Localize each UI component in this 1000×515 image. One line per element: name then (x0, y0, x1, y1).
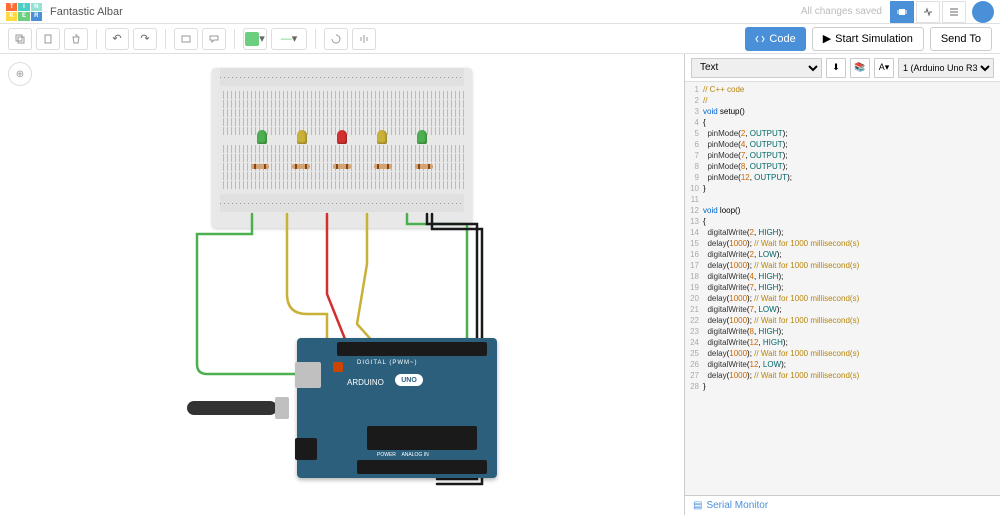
arduino-brand: ARDUINO (347, 378, 384, 387)
note-icon (181, 34, 191, 44)
undo-button[interactable]: ↶ (105, 28, 129, 50)
rotate-icon (331, 34, 341, 44)
save-status: All changes saved (801, 6, 882, 17)
arduino-uno[interactable]: DIGITAL (PWM~) ARDUINO UNO POWER ANALOG … (297, 338, 497, 478)
breadboard[interactable] (212, 68, 472, 228)
copy-button[interactable] (8, 28, 32, 50)
led[interactable] (257, 130, 267, 144)
code-icon (755, 34, 765, 44)
sim-button-label: Start Simulation (835, 33, 913, 45)
trash-icon (71, 34, 81, 44)
circuit-canvas[interactable]: ⊕ DIGITAL (PWM~) (0, 54, 684, 515)
redo-button[interactable]: ↷ (133, 28, 157, 50)
annotate-button[interactable] (174, 28, 198, 50)
mirror-icon (359, 34, 369, 44)
code-button[interactable]: Code (745, 27, 805, 51)
circuit-view-button[interactable] (890, 1, 914, 23)
code-button-label: Code (769, 33, 795, 45)
wire-type-picker[interactable]: — ▾ (271, 28, 307, 50)
schematic-icon (922, 6, 934, 18)
serial-icon: ▤ (693, 500, 702, 511)
code-mode-select[interactable]: Text (691, 58, 822, 78)
resistor[interactable] (374, 164, 392, 169)
device-select[interactable]: 1 (Arduino Uno R3) (898, 58, 994, 78)
code-panel: Text ⬇ 📚 A▾ 1 (Arduino Uno R3) 1// C++ c… (684, 54, 1000, 515)
paste-button[interactable] (36, 28, 60, 50)
paste-icon (43, 34, 53, 44)
toolbar: ↶ ↷ ▾ — ▾ Code ▶ Start Simulation Send T… (0, 24, 1000, 54)
led[interactable] (417, 130, 427, 144)
schematic-view-button[interactable] (916, 1, 940, 23)
comment-button[interactable] (202, 28, 226, 50)
sendto-label: Send To (941, 33, 981, 45)
rotate-button[interactable] (324, 28, 348, 50)
led[interactable] (297, 130, 307, 144)
resistor[interactable] (415, 164, 433, 169)
usb-cable[interactable] (187, 401, 277, 415)
delete-button[interactable] (64, 28, 88, 50)
chip-icon (896, 6, 908, 18)
resistor[interactable] (292, 164, 310, 169)
resistor[interactable] (333, 164, 351, 169)
user-avatar[interactable] (972, 1, 994, 23)
list-icon (948, 6, 960, 18)
serial-monitor-toggle[interactable]: ▤ Serial Monitor (685, 495, 1000, 515)
send-to-button[interactable]: Send To (930, 27, 992, 51)
code-editor[interactable]: 1// C++ code2//3void setup()4{5 pinMode(… (685, 82, 1000, 495)
tinkercad-logo[interactable]: TINKER (6, 3, 42, 21)
font-size-button[interactable]: A▾ (874, 58, 894, 78)
mirror-button[interactable] (352, 28, 376, 50)
libraries-button[interactable]: 📚 (850, 58, 870, 78)
download-code-button[interactable]: ⬇ (826, 58, 846, 78)
project-title[interactable]: Fantastic Albar (50, 6, 123, 18)
arduino-model: UNO (395, 374, 423, 386)
wire-color-picker[interactable]: ▾ (243, 28, 267, 50)
comment-icon (209, 34, 219, 44)
led[interactable] (337, 130, 347, 144)
start-simulation-button[interactable]: ▶ Start Simulation (812, 27, 924, 51)
resistor[interactable] (251, 164, 269, 169)
copy-icon (15, 34, 25, 44)
serial-monitor-label: Serial Monitor (706, 500, 768, 511)
play-icon: ▶ (823, 32, 831, 45)
bom-view-button[interactable] (942, 1, 966, 23)
zoom-to-fit-button[interactable]: ⊕ (8, 62, 32, 86)
led[interactable] (377, 130, 387, 144)
arduino-digital-label: DIGITAL (PWM~) (357, 360, 418, 366)
app-header: TINKER Fantastic Albar All changes saved (0, 0, 1000, 24)
